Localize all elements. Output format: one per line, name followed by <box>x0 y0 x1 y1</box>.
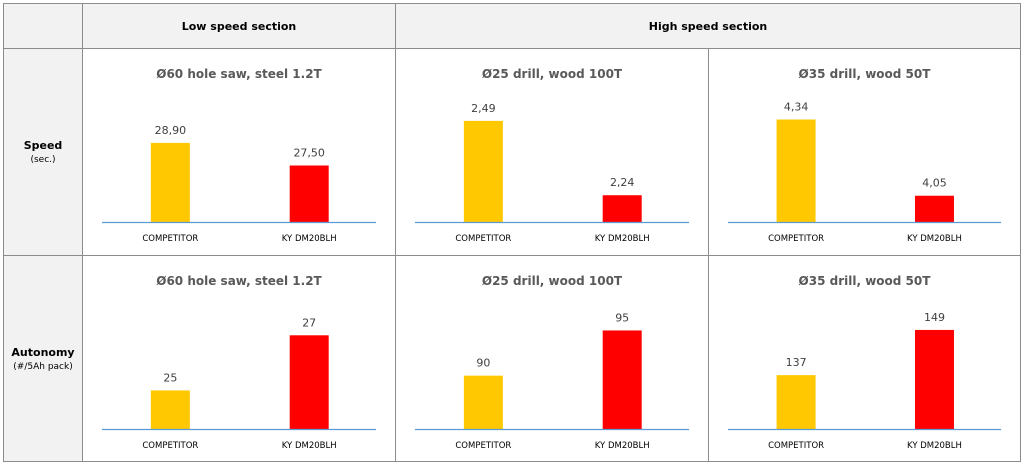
chart-title: Ø35 drill, wood 50T <box>799 274 932 288</box>
category-label: COMPETITOR <box>768 234 824 244</box>
data-label: 95 <box>615 311 629 324</box>
bar-competitor <box>776 375 816 429</box>
bar-ky-dm20blh <box>914 329 954 429</box>
chart-autonomy-drill25: Ø25 drill, wood 100T 90 COMPETITOR 95 KY DM2… <box>415 274 689 451</box>
data-label: 4,05 <box>922 177 947 190</box>
data-label: 137 <box>786 356 807 369</box>
bar-ky-dm20blh <box>602 330 642 429</box>
row-label-speed: Speed (sec.) <box>3 48 83 256</box>
corner-cell <box>3 3 83 49</box>
chart-title: Ø25 drill, wood 100T <box>482 274 623 288</box>
chart-cell-speed-high-35: Ø35 drill, wood 50T 4,34 COMPETITOR 4,05 KY … <box>708 48 1021 256</box>
bar-competitor <box>150 142 190 222</box>
category-label: KY DM20BLH <box>282 234 337 244</box>
bar-competitor <box>150 390 190 429</box>
data-label: 27 <box>302 316 316 329</box>
row-label-autonomy: Autonomy (#/5Ah pack) <box>3 255 83 462</box>
chart-title: Ø60 hole saw, steel 1.2T <box>156 274 322 288</box>
category-label: KY DM20BLH <box>282 441 337 451</box>
chart-autonomy-drill35: Ø35 drill, wood 50T 137 COMPETITOR 149 KY DM… <box>728 274 1001 451</box>
category-label: COMPETITOR <box>142 441 198 451</box>
category-label: COMPETITOR <box>455 441 511 451</box>
chart-title: Ø25 drill, wood 100T <box>482 67 623 81</box>
data-label: 2,49 <box>471 102 496 115</box>
category-label: KY DM20BLH <box>595 441 650 451</box>
bar-competitor <box>463 120 503 222</box>
high-speed-header: High speed section <box>395 3 1021 49</box>
bar-ky-dm20blh <box>914 195 954 222</box>
chart-autonomy-holesaw: Ø60 hole saw, steel 1.2T 25 COMPETITOR 27 KY… <box>102 274 376 451</box>
category-label: COMPETITOR <box>768 441 824 451</box>
category-label: KY DM20BLH <box>907 441 962 451</box>
bar-competitor <box>463 375 503 429</box>
chart-cell-autonomy-low: Ø60 hole saw, steel 1.2T 25 COMPETITOR 27 KY… <box>82 255 396 462</box>
data-label: 28,90 <box>155 124 187 137</box>
chart-cell-speed-high-25: Ø25 drill, wood 100T 2,49 COMPETITOR 2,24 KY… <box>395 48 709 256</box>
row-unit: (#/5Ah pack) <box>13 361 73 372</box>
category-label: KY DM20BLH <box>595 234 650 244</box>
data-label: 4,34 <box>784 101 809 114</box>
row-unit: (sec.) <box>30 155 56 165</box>
category-label: COMPETITOR <box>142 234 198 244</box>
category-label: KY DM20BLH <box>907 234 962 244</box>
data-label: 27,50 <box>293 147 325 160</box>
low-speed-header: Low speed section <box>82 3 396 49</box>
chart-speed-drill35: Ø35 drill, wood 50T 4,34 COMPETITOR 4,05 KY … <box>728 67 1001 244</box>
bar-ky-dm20blh <box>289 335 329 429</box>
chart-cell-autonomy-high-35: Ø35 drill, wood 50T 137 COMPETITOR 149 KY DM… <box>708 255 1021 462</box>
bar-ky-dm20blh <box>289 165 329 222</box>
data-label: 149 <box>924 311 945 324</box>
bar-ky-dm20blh <box>602 195 642 222</box>
category-label: COMPETITOR <box>455 234 511 244</box>
data-label: 25 <box>163 371 177 384</box>
chart-title: Ø60 hole saw, steel 1.2T <box>156 67 322 81</box>
chart-title: Ø35 drill, wood 50T <box>799 67 932 81</box>
chart-cell-speed-low: Ø60 hole saw, steel 1.2T 28,90 COMPETITOR 2… <box>82 48 396 256</box>
row-title: Speed <box>23 139 63 152</box>
chart-speed-holesaw: Ø60 hole saw, steel 1.2T 28,90 COMPETITOR 2… <box>102 67 376 244</box>
chart-speed-drill25: Ø25 drill, wood 100T 2,49 COMPETITOR 2,24 KY… <box>415 67 689 244</box>
data-label: 2,24 <box>610 176 635 189</box>
row-title: Autonomy <box>11 345 75 359</box>
bar-competitor <box>776 119 816 222</box>
chart-cell-autonomy-high-25: Ø25 drill, wood 100T 90 COMPETITOR 95 KY DM2… <box>395 255 709 462</box>
data-label: 90 <box>476 357 490 370</box>
